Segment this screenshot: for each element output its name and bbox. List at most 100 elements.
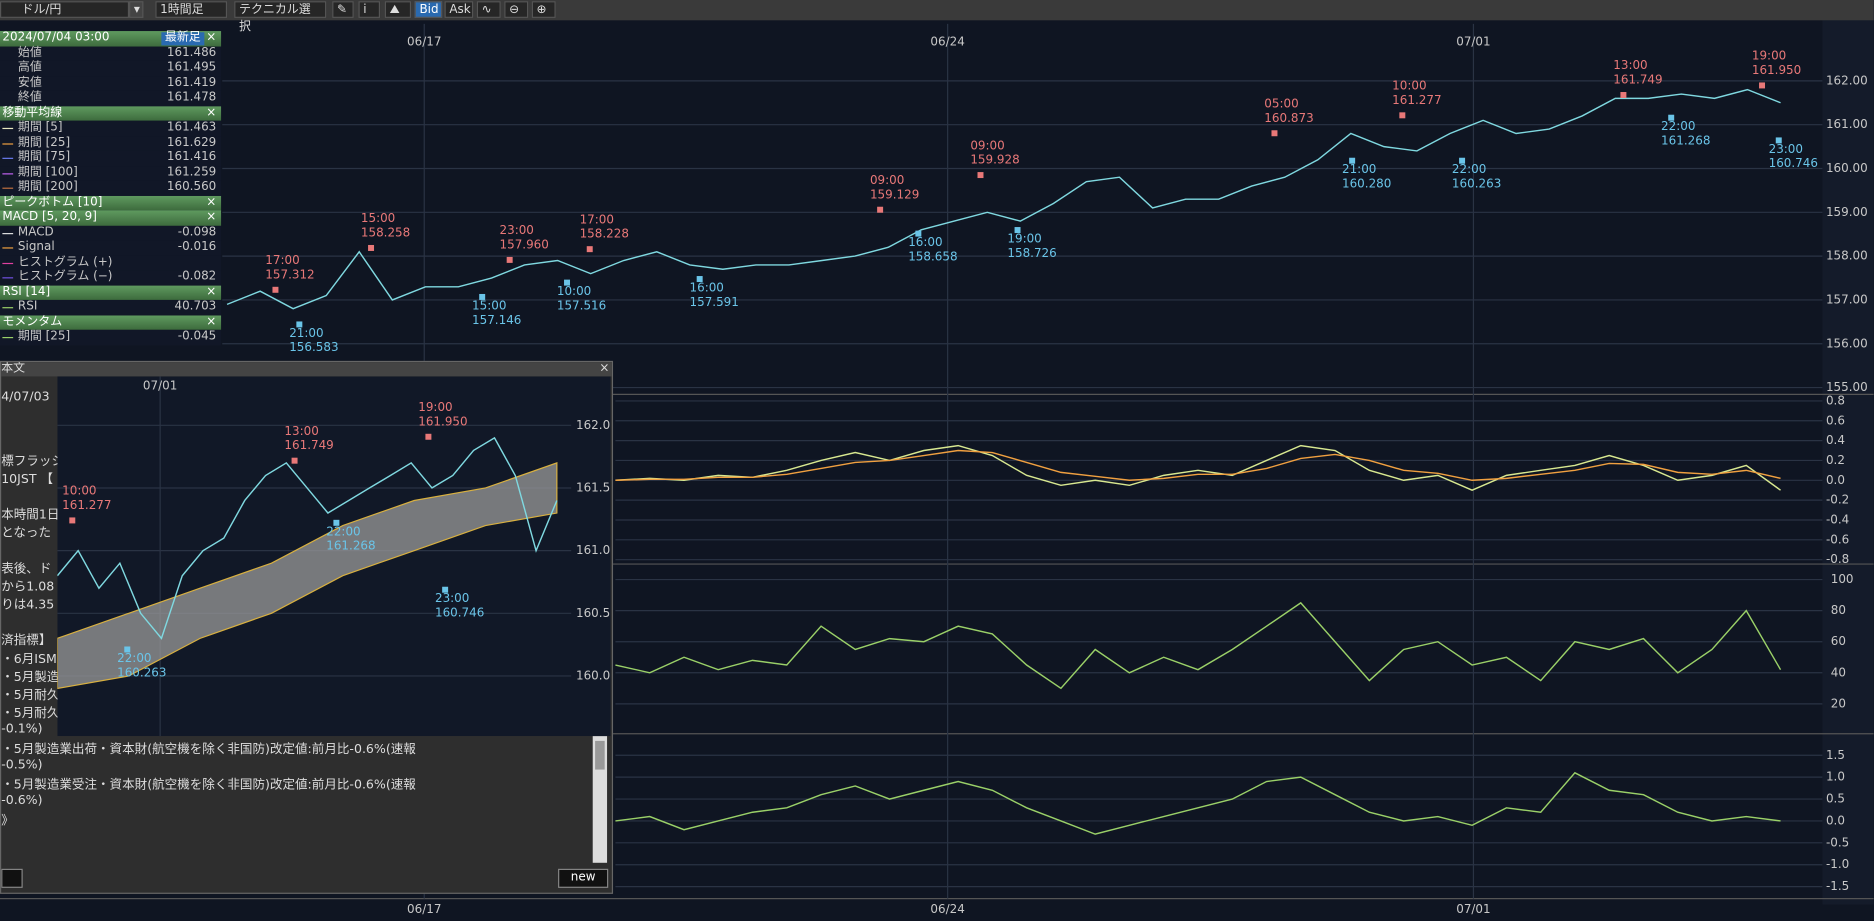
marker bbox=[1459, 157, 1466, 164]
news-line: 済指標】 bbox=[1, 633, 52, 648]
info-row: 期間 [100] 161.259 bbox=[0, 165, 222, 181]
draw-tool[interactable]: ✎ bbox=[332, 1, 354, 18]
marker bbox=[1668, 114, 1675, 121]
section-title: MACD [5, 20, 9] bbox=[2, 210, 97, 224]
legend-swatch bbox=[2, 232, 14, 234]
info-row: Signal -0.016 bbox=[0, 240, 222, 256]
news-line: ・5月製造業受注・資本財(航空機を除く非国防)改定値:前月比-0.6%(速報 bbox=[1, 777, 416, 793]
new-button[interactable]: new bbox=[558, 868, 609, 888]
info-label: 期間 [100] bbox=[17, 165, 78, 179]
news-line: りは4.35 bbox=[1, 597, 55, 612]
date-label: 07/01 bbox=[143, 378, 177, 392]
legend-swatch bbox=[2, 172, 14, 174]
news-line: ・5月製造 bbox=[1, 670, 60, 685]
info-row: 期間 [25] -0.045 bbox=[0, 329, 222, 345]
info-value: 40.703 bbox=[174, 299, 217, 314]
zoom-in[interactable]: ⊕ bbox=[531, 1, 556, 18]
annotation-time: 15:00 bbox=[472, 298, 506, 312]
annotation-price: 161.950 bbox=[418, 414, 467, 428]
annotation-price: 161.268 bbox=[1661, 134, 1710, 148]
info-panel: 2024/07/04 03:00 最新足 × 始値 161.486 高値 161.495 安値… bbox=[0, 31, 222, 345]
marker bbox=[291, 457, 298, 464]
annotation-time: 22:00 bbox=[1661, 119, 1695, 133]
y-tick-label: 155.00 bbox=[1826, 380, 1868, 394]
button[interactable] bbox=[1, 868, 23, 888]
y-tick-label: 157.00 bbox=[1826, 292, 1868, 306]
news-line: 標フラッシ bbox=[1, 454, 64, 469]
marker bbox=[1349, 157, 1356, 164]
dropdown[interactable]: ▾ bbox=[129, 1, 144, 18]
annotation-price: 157.516 bbox=[557, 298, 606, 312]
y-tick-label: 161.5 bbox=[576, 480, 610, 494]
marker bbox=[564, 279, 571, 286]
section-title: 移動平均線 bbox=[2, 105, 63, 119]
pair-select[interactable]: ドル/円 bbox=[0, 1, 130, 18]
latest-button[interactable]: 最新足 bbox=[161, 32, 205, 45]
news-line: ・5月耐久 bbox=[1, 706, 60, 721]
marker bbox=[506, 256, 513, 263]
y-tick-label: 162.00 bbox=[1826, 73, 1868, 87]
info-label: 安値 bbox=[17, 75, 42, 90]
marker bbox=[1775, 137, 1782, 144]
annotation-price: 157.960 bbox=[500, 237, 549, 251]
annotation-price: 159.129 bbox=[870, 187, 919, 201]
info-label: 期間 [25] bbox=[17, 135, 71, 149]
price-line bbox=[226, 88, 1781, 310]
y-tick-label: 161.00 bbox=[1826, 117, 1868, 131]
pair: ドル/円 bbox=[21, 3, 62, 17]
zoom-out[interactable]: ⊖ bbox=[504, 1, 529, 18]
info-value: -0.082 bbox=[177, 270, 217, 284]
annotation-time: 23:00 bbox=[1769, 142, 1803, 156]
news-line: 10JST 【 bbox=[1, 472, 54, 487]
section-title: ピークボトム [10] bbox=[2, 195, 103, 209]
news-line: -0.6%) bbox=[1, 793, 43, 808]
y-tick-label: 162.0 bbox=[576, 418, 610, 432]
close-icon: × bbox=[206, 31, 217, 45]
news-line: -0.1%) bbox=[1, 721, 43, 737]
info-row: 安値 161.419 bbox=[0, 75, 222, 91]
ask-button[interactable]: Ask bbox=[444, 1, 474, 18]
close-icon: × bbox=[206, 285, 217, 299]
legend-swatch bbox=[2, 157, 14, 159]
info-tool[interactable]: i bbox=[358, 1, 381, 18]
legend-swatch bbox=[2, 142, 14, 144]
y-tick-label: -0.5 bbox=[1826, 835, 1849, 849]
marker bbox=[1014, 227, 1021, 234]
info-value: 161.463 bbox=[166, 120, 217, 134]
info-row: 期間 [5] 161.463 bbox=[0, 120, 222, 136]
tool[interactable]: ∿ bbox=[476, 1, 501, 18]
annotation-price: 161.277 bbox=[62, 498, 111, 512]
chart-tool[interactable]: ⛰ bbox=[384, 1, 412, 18]
cloud bbox=[57, 462, 558, 690]
info-row: 期間 [75] 161.416 bbox=[0, 150, 222, 166]
y-tick-label: 0.6 bbox=[1826, 413, 1845, 427]
close-icon[interactable]: × bbox=[599, 362, 610, 376]
date-label: 06/17 bbox=[407, 902, 441, 916]
y-tick-label: 0.8 bbox=[1826, 393, 1845, 407]
close-icon: × bbox=[206, 210, 217, 224]
timeframe[interactable]: 1時間足 bbox=[155, 1, 228, 18]
marker bbox=[425, 433, 432, 440]
y-tick-label: 1.0 bbox=[1826, 770, 1845, 784]
bid-button[interactable]: Bid bbox=[414, 1, 443, 18]
annotation-time: 10:00 bbox=[1392, 79, 1426, 93]
annotation-time: 19:00 bbox=[1007, 232, 1041, 246]
date-label: 06/17 bbox=[407, 34, 441, 48]
info-label: 期間 [75] bbox=[17, 150, 71, 164]
marker bbox=[977, 172, 984, 179]
info-row: 終値 161.478 bbox=[0, 90, 222, 106]
annotation-time: 05:00 bbox=[1264, 96, 1298, 110]
technical-select[interactable]: テクニカル選択 bbox=[234, 1, 327, 33]
scroll-thumb[interactable] bbox=[595, 740, 605, 770]
annotation-price: 158.228 bbox=[580, 227, 629, 241]
y-tick-label: 159.00 bbox=[1826, 205, 1868, 219]
window-title: 本文 bbox=[1, 362, 26, 376]
legend-swatch bbox=[2, 127, 14, 130]
annotation-price: 159.928 bbox=[970, 153, 1019, 167]
scrollbar[interactable] bbox=[592, 736, 608, 863]
news-line: から1.08 bbox=[1, 579, 55, 594]
window-title-bar: 本文 × bbox=[1, 362, 612, 377]
section-title: モメンタム bbox=[2, 314, 63, 329]
annotation-price: 158.258 bbox=[361, 226, 410, 240]
